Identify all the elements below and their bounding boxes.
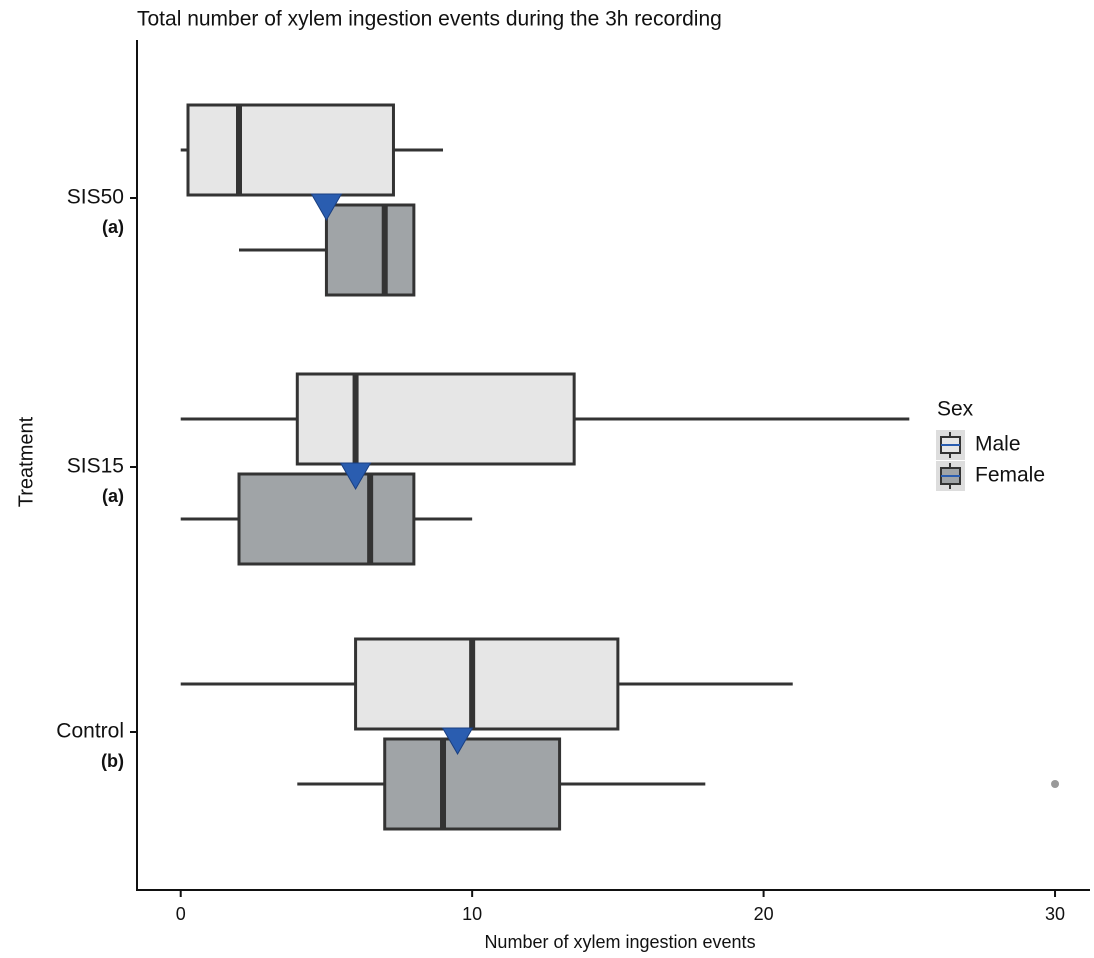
mean-marker bbox=[310, 193, 343, 222]
group-letter: (b) bbox=[101, 751, 124, 771]
x-axis-label: Number of xylem ingestion events bbox=[484, 932, 755, 952]
y-axis-label: Treatment bbox=[15, 416, 37, 507]
y-tick-label: SIS15 bbox=[67, 455, 124, 478]
y-tick-label: Control bbox=[56, 720, 124, 743]
chart-title: Total number of xylem ingestion events d… bbox=[137, 8, 722, 31]
y-tick-label: SIS50 bbox=[67, 186, 124, 209]
box bbox=[237, 472, 416, 566]
box bbox=[383, 737, 562, 831]
x-tick-label: 30 bbox=[1045, 904, 1065, 924]
mean-marker bbox=[441, 727, 474, 756]
legend-label: Male bbox=[975, 433, 1021, 456]
x-tick-label: 10 bbox=[462, 904, 482, 924]
box bbox=[354, 637, 620, 731]
group-letter: (a) bbox=[102, 217, 124, 237]
x-tick-label: 20 bbox=[754, 904, 774, 924]
x-tick-label: 0 bbox=[176, 904, 186, 924]
group-letter: (a) bbox=[102, 486, 124, 506]
legend-label: Female bbox=[975, 464, 1045, 487]
box bbox=[324, 203, 416, 297]
mean-marker bbox=[339, 462, 372, 491]
box bbox=[295, 372, 576, 466]
legend-title: Sex bbox=[937, 398, 974, 421]
box bbox=[186, 103, 395, 197]
outlier bbox=[1051, 780, 1060, 788]
